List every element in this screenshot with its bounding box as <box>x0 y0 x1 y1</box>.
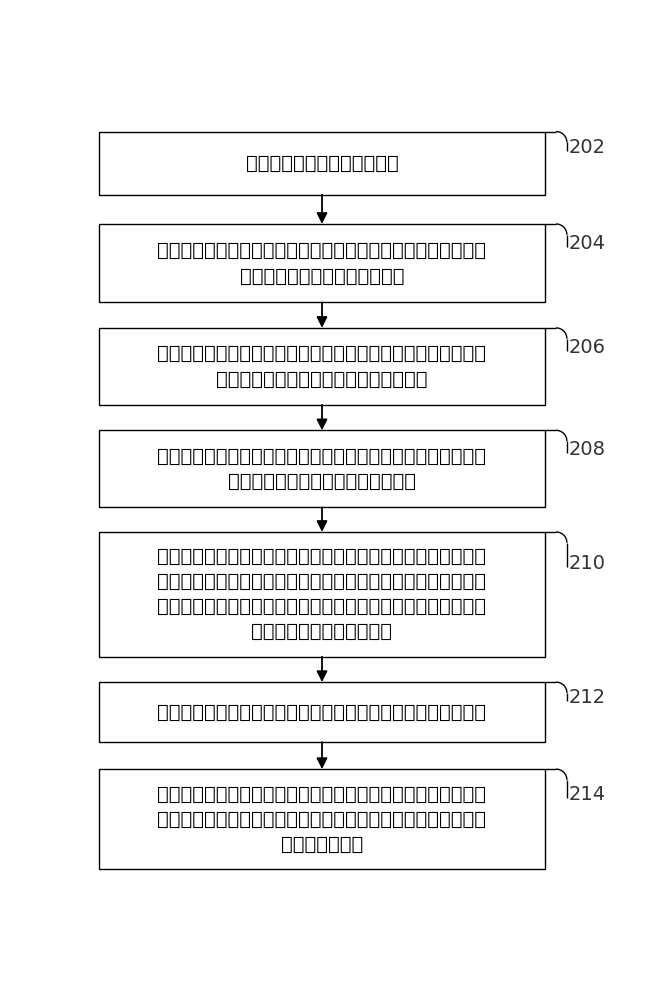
Text: 排放源排放概率: 排放源排放概率 <box>281 835 363 854</box>
Text: 取的地点坐标为中心的区域: 取的地点坐标为中心的区域 <box>252 622 392 641</box>
Text: 获取恶臭污染物的排放源的地理位置数据，根据地理位置数据，: 获取恶臭污染物的排放源的地理位置数据，根据地理位置数据， <box>158 344 487 363</box>
Bar <box>99 532 545 657</box>
Bar <box>99 132 545 195</box>
Text: 204: 204 <box>568 234 606 253</box>
Bar <box>99 224 545 302</box>
Bar <box>99 769 545 869</box>
Text: 获取恶臭污染物溯源需求数据: 获取恶臭污染物溯源需求数据 <box>246 154 398 173</box>
Bar <box>99 328 545 405</box>
Bar <box>99 430 545 507</box>
Text: 根据排放源的地理位置数据判断排放源是否处于目标区域内，并: 根据排放源的地理位置数据判断排放源是否处于目标区域内，并 <box>158 547 487 566</box>
Text: 确定恶臭污染物的地理位置初筛权重系数: 确定恶臭污染物的地理位置初筛权重系数 <box>216 370 428 389</box>
Text: 206: 206 <box>568 338 606 357</box>
Text: 214: 214 <box>568 785 606 804</box>
Text: 202: 202 <box>568 138 606 157</box>
Text: 210: 210 <box>568 554 606 573</box>
Text: 根据排放源的地理位置数据和恶臭污染物溯源需求数据，确定恶: 根据排放源的地理位置数据和恶臭污染物溯源需求数据，确定恶 <box>158 446 487 465</box>
Text: 根据恶臭污染物溯源需求数据，确定待溯源的恶臭污染物，获取: 根据恶臭污染物溯源需求数据，确定待溯源的恶臭污染物，获取 <box>158 241 487 260</box>
Bar <box>99 682 545 742</box>
Text: 根据判断结果确定恶臭污染物的地理位置复筛权重系数，目标区: 根据判断结果确定恶臭污染物的地理位置复筛权重系数，目标区 <box>158 572 487 591</box>
Text: 臭污染物排放后的气象参数权重系数: 臭污染物排放后的气象参数权重系数 <box>228 472 416 491</box>
Text: 根据基础数据，确定恶臭污染物的恶臭污染物基础性质权重系数: 根据基础数据，确定恶臭污染物的恶臭污染物基础性质权重系数 <box>158 703 487 722</box>
Text: 待溯源的恶臭污染物的基础数据: 待溯源的恶臭污染物的基础数据 <box>240 267 404 286</box>
Text: 212: 212 <box>568 688 606 707</box>
Text: 域是以恶臭污染物溯源需求数据中的大气监测站的坐标或用户选: 域是以恶臭污染物溯源需求数据中的大气监测站的坐标或用户选 <box>158 597 487 616</box>
Text: 权重系数以及恶臭污染物基础性质权重系数，得到恶臭污染物的: 权重系数以及恶臭污染物基础性质权重系数，得到恶臭污染物的 <box>158 810 487 829</box>
Text: 208: 208 <box>568 440 606 459</box>
Text: 基于地理位置初筛权重系数、气象参数权重系数、地理位置复筛: 基于地理位置初筛权重系数、气象参数权重系数、地理位置复筛 <box>158 785 487 804</box>
